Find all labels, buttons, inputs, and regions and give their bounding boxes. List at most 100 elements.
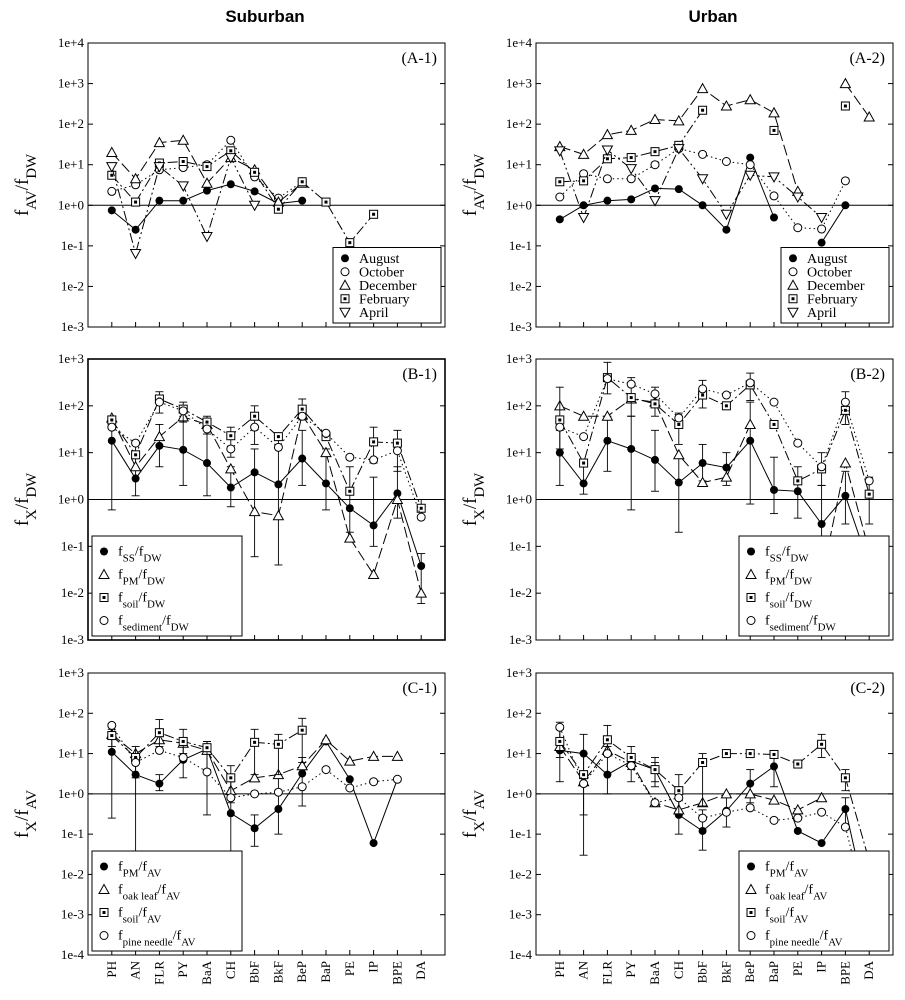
data-point xyxy=(553,146,566,157)
y-tick-label: 1e+2 xyxy=(58,398,84,413)
data-point xyxy=(601,410,614,421)
y-axis-title: fAV/fDW xyxy=(460,154,488,216)
data-point xyxy=(649,113,661,125)
data-point xyxy=(602,374,612,384)
data-point xyxy=(770,213,778,222)
data-point xyxy=(345,504,354,513)
label-subscript: AV xyxy=(472,790,488,810)
data-point xyxy=(626,393,636,403)
data-point xyxy=(603,196,612,205)
data-point xyxy=(345,783,355,793)
y-axis-title-text: fX/fAV xyxy=(460,790,488,838)
data-point xyxy=(392,438,402,448)
y-tick-label: 1e-1 xyxy=(61,826,84,841)
data-point xyxy=(722,225,731,234)
data-point xyxy=(698,813,708,823)
data-point xyxy=(129,460,142,472)
data-point xyxy=(696,82,709,94)
panel-label: (A-1) xyxy=(401,50,437,67)
y-tick-label: 1e+2 xyxy=(58,116,84,131)
data-point xyxy=(297,411,307,421)
data-point xyxy=(864,476,874,486)
data-point xyxy=(298,769,307,778)
panel-c-1: 1e-4 1e-3 1e-2 1e-1 1e+0 1e+1 1e+2 1e+3 PH AN FLR P… xyxy=(58,665,446,985)
data-point xyxy=(840,773,850,783)
series xyxy=(555,144,850,234)
label-subscript: AV xyxy=(147,914,161,926)
data-point xyxy=(770,485,778,494)
label-text: f xyxy=(118,568,123,583)
data-point xyxy=(674,793,684,803)
data-point xyxy=(369,209,379,219)
label-subscript: DW xyxy=(790,553,809,565)
label-subscript: X xyxy=(24,509,40,520)
x-tick-label: IP xyxy=(814,961,829,973)
label-text: /f xyxy=(809,614,818,629)
data-point xyxy=(579,432,589,442)
data-point xyxy=(555,448,564,457)
data-point xyxy=(297,782,307,792)
data-point xyxy=(626,174,636,184)
y-axis-title: fX/fAV xyxy=(12,790,40,838)
label-subscript: DW xyxy=(147,576,166,588)
data-point xyxy=(555,722,565,732)
data-point xyxy=(768,106,780,118)
data-point xyxy=(343,532,356,543)
data-point xyxy=(322,479,330,488)
y-tick-label: 1e+3 xyxy=(58,665,84,680)
legend-marker xyxy=(746,931,756,940)
plot-frame xyxy=(87,42,446,328)
data-point xyxy=(367,568,380,580)
data-point xyxy=(817,462,827,472)
legend-marker xyxy=(98,883,110,894)
legend-label: fPM/fDW xyxy=(765,568,813,588)
legend-marker xyxy=(339,307,351,319)
data-point xyxy=(745,160,755,170)
data-point xyxy=(602,749,612,759)
data-point xyxy=(203,186,211,195)
legend-label: August xyxy=(359,252,400,267)
data-point xyxy=(577,212,590,224)
label-subscript: AV xyxy=(181,937,195,949)
y-tick-label: 1e-2 xyxy=(61,278,84,293)
series xyxy=(107,415,426,605)
data-point xyxy=(840,822,850,832)
y-tick-label: 1e+0 xyxy=(58,492,84,507)
data-point xyxy=(674,478,683,487)
data-point xyxy=(768,794,780,805)
legend-label: February xyxy=(359,292,410,307)
label-text: /f xyxy=(12,178,33,190)
data-point xyxy=(226,809,235,818)
y-tick-label: 1e-3 xyxy=(61,632,84,647)
data-point xyxy=(273,787,283,797)
data-point xyxy=(817,839,826,848)
data-point xyxy=(416,512,426,522)
legend-label: December xyxy=(359,279,417,294)
data-point xyxy=(154,745,164,755)
x-tick-label: BkF xyxy=(718,961,733,983)
data-point xyxy=(627,195,636,204)
y-tick-label: 1e+2 xyxy=(506,705,532,720)
data-point xyxy=(131,474,140,483)
data-point xyxy=(577,410,590,421)
label-subscript: AV xyxy=(24,190,40,210)
data-point xyxy=(746,153,755,162)
label-subscript: AV xyxy=(147,868,161,880)
label-subscript: DW xyxy=(143,553,162,565)
data-point xyxy=(250,737,260,747)
data-point xyxy=(745,378,755,388)
data-point xyxy=(273,739,283,749)
data-point xyxy=(769,191,779,201)
data-point xyxy=(769,749,779,759)
y-axis-title-text: fAV/fDW xyxy=(12,154,40,216)
series xyxy=(107,397,426,522)
series-line xyxy=(559,148,846,230)
y-tick-label: 1e+1 xyxy=(506,157,532,172)
data-point xyxy=(672,144,685,155)
data-point xyxy=(250,824,259,833)
y-tick-label: 1e-1 xyxy=(61,538,84,553)
y-axis-title-text: fX/fDW xyxy=(12,473,40,526)
panels: fAV/fDWfAV/fDWfX/fDWfX/fDWfX/fAVfX/fAV1e… xyxy=(12,35,894,985)
data-point xyxy=(698,201,707,210)
data-point xyxy=(793,487,802,496)
